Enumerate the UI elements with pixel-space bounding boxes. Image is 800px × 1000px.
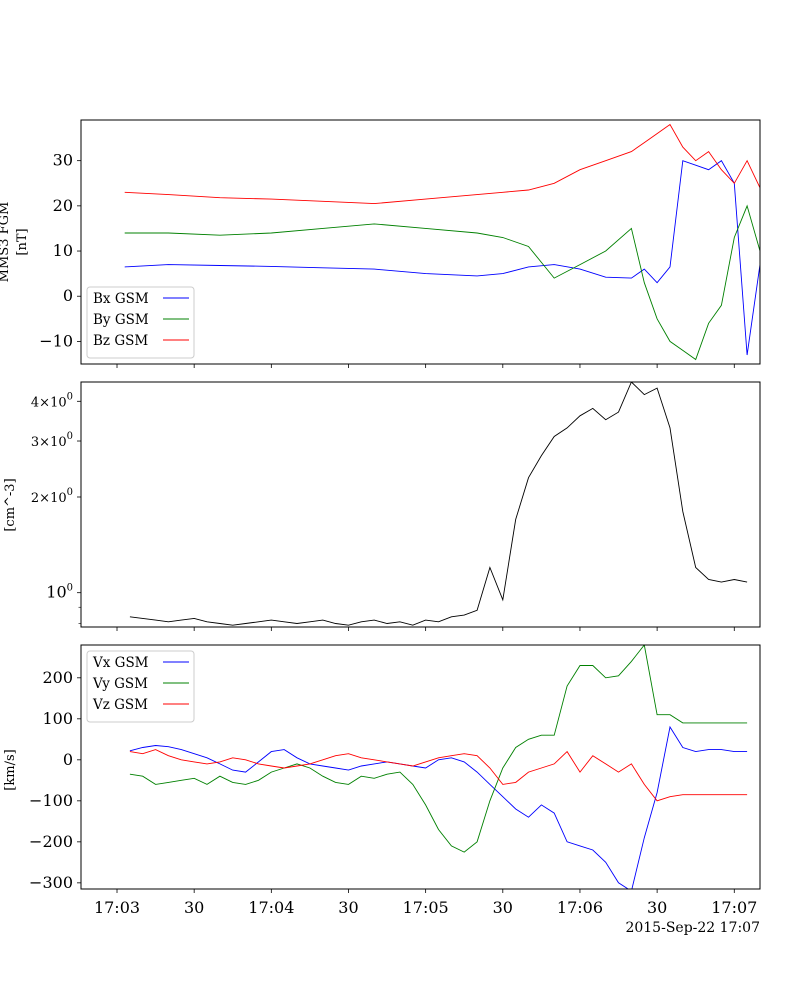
series-line-vz-gsm	[129, 749, 748, 802]
legend-label: Bx GSM	[93, 291, 149, 307]
xtick-label: 17:04	[248, 898, 294, 917]
timestamp-label: 2015-Sep-22 17:07	[625, 920, 760, 936]
legend-label: Vz GSM	[92, 697, 148, 713]
series-line-bz-gsm	[124, 123, 760, 205]
xtick-label: 17:03	[94, 898, 140, 917]
ytick-label: 10	[53, 241, 73, 260]
ylabel-velocity: [km/s]	[3, 749, 18, 790]
plot-area-magnetic-field	[124, 123, 760, 361]
yticks-velocity: −300 −200 −100 0 100 200	[29, 668, 735, 893]
legend-label: Vy GSM	[92, 676, 148, 692]
plot-area-density	[129, 382, 748, 626]
xtick-label: 30	[338, 898, 358, 917]
xtick-label: 30	[647, 898, 667, 917]
plot-area-velocity	[129, 645, 748, 889]
ytick-label: 0	[63, 286, 73, 305]
series-line-density	[129, 382, 748, 626]
ytick-label: −200	[29, 832, 73, 851]
series-line-vy-gsm	[129, 645, 748, 853]
series-line-bx-gsm	[124, 160, 760, 356]
panel-magnetic-field: MMS3 FGM [nT] −10 0 10 20 30 Bx GSM By GSM Bz …	[0, 119, 761, 368]
legend-label: Vx GSM	[92, 655, 149, 671]
panel-frame-magnetic-field	[80, 119, 761, 365]
legend-magnetic-field: Bx GSM By GSM Bz GSM	[86, 286, 195, 359]
ytick-label: 0	[63, 750, 73, 769]
legend-velocity: Vx GSM Vy GSM Vz GSM	[86, 650, 195, 723]
panel-density: [cm^-3] 100 2×100 3×100 4×100	[3, 381, 761, 631]
panel-frame-velocity	[80, 644, 761, 890]
ytick-label: 3×100	[31, 431, 73, 450]
xtick-label: 30	[184, 898, 204, 917]
xtick-label: 17:05	[403, 898, 449, 917]
ytick-label: 2×100	[31, 487, 73, 506]
yticks-density: 100 2×100 3×100 4×100	[31, 391, 735, 631]
series-line-by-gsm	[124, 204, 760, 361]
ytick-label: 200	[42, 668, 73, 687]
ylabel-density: [cm^-3]	[3, 478, 18, 531]
ylabel-line-2-magnetic-field: [nT]	[15, 228, 30, 255]
series-line-vx-gsm	[129, 725, 748, 889]
legend-label: Bz GSM	[93, 333, 148, 349]
legend-label: By GSM	[93, 312, 149, 328]
ytick-label: 20	[53, 196, 73, 215]
xtick-label: 17:07	[711, 898, 757, 917]
ytick-label: 100	[46, 583, 73, 602]
ytick-label: 30	[53, 151, 73, 170]
ytick-label: −10	[39, 331, 73, 350]
xtick-label: 30	[493, 898, 513, 917]
xtick-label: 17:06	[557, 898, 603, 917]
x-axis-ticks: 17:03 30 17:04 30 17:05 30 17:06 30 17:07	[94, 898, 757, 917]
ytick-label: −100	[29, 791, 73, 810]
ytick-label: −300	[29, 873, 73, 892]
ytick-label: 4×100	[31, 391, 73, 410]
ylabel-line-1-magnetic-field: MMS3 FGM	[0, 202, 12, 283]
ytick-label: 100	[42, 709, 73, 728]
yticks-magnetic-field: −10 0 10 20 30	[39, 151, 735, 368]
panel-frame-density	[80, 381, 761, 628]
